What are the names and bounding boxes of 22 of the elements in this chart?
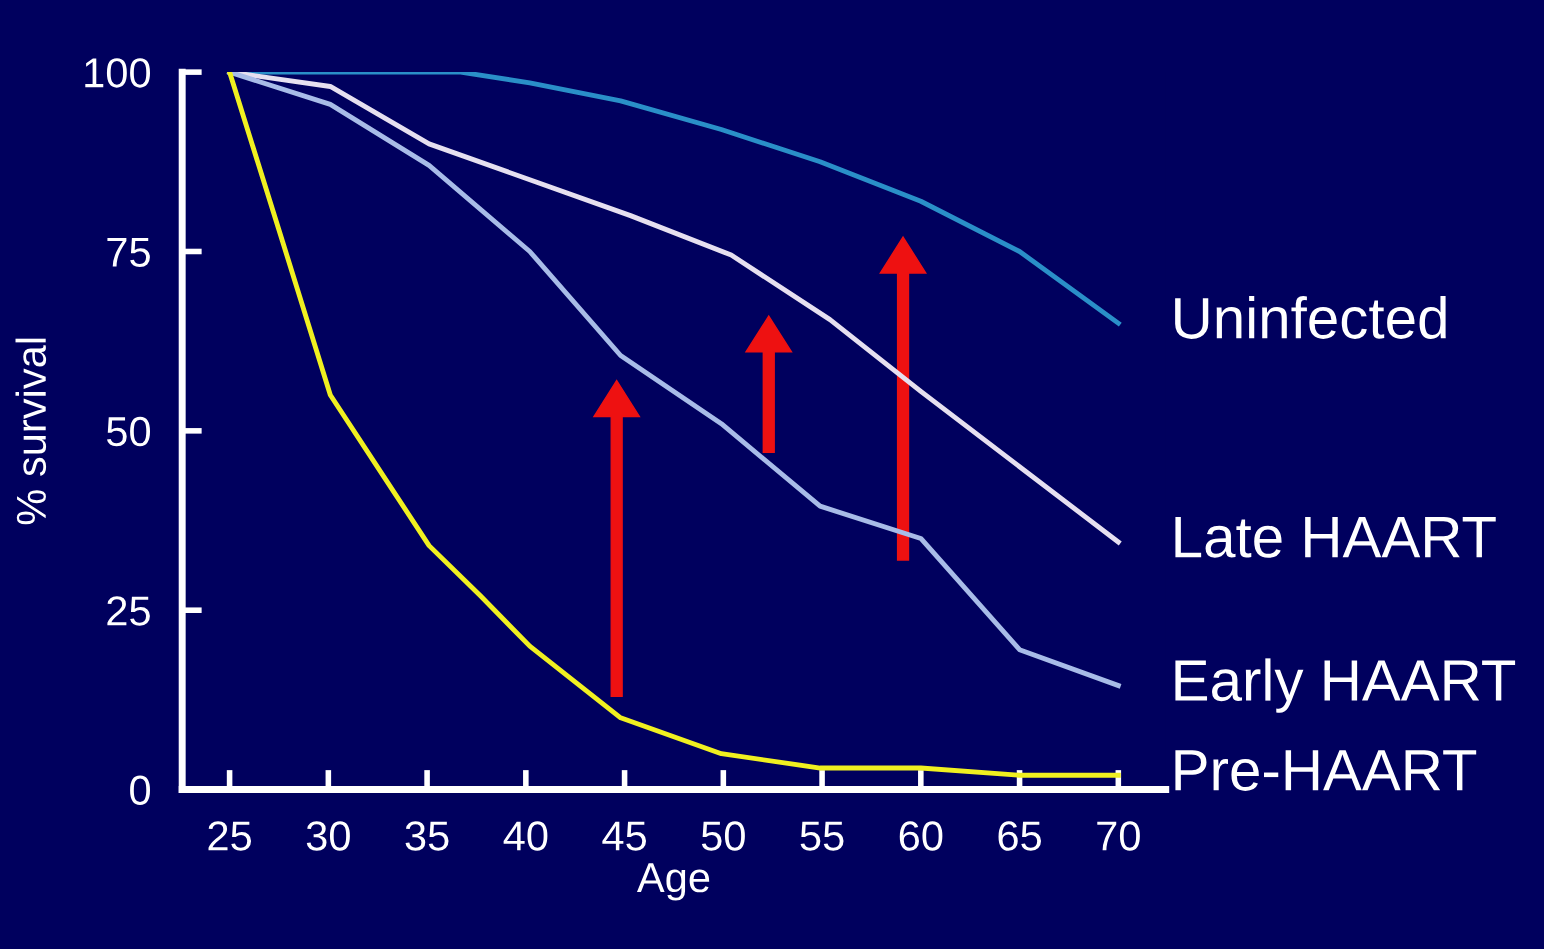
x-axis-title: Age (636, 863, 710, 901)
x-tick-label: 30 (306, 821, 350, 851)
y-axis-title: % survival (15, 338, 47, 525)
series-label: Late HAART (1175, 517, 1496, 558)
series-label: Uninfected (1175, 296, 1446, 339)
x-tick-label: 35 (405, 821, 449, 851)
y-tick-label: 0 (130, 775, 151, 806)
y-tick-label: 75 (107, 237, 150, 267)
y-tick-label: 50 (106, 416, 151, 447)
x-tick-label: 65 (998, 821, 1041, 851)
x-tick-label: 60 (899, 821, 943, 851)
y-tick-label: 25 (107, 596, 150, 626)
x-tick-label: 40 (503, 821, 548, 851)
series-label: Early HAART (1175, 658, 1516, 713)
x-tick-label: 45 (602, 821, 647, 851)
x-tick-label: 25 (208, 821, 252, 851)
y-tick-label: 100 (85, 58, 151, 88)
series-label: Pre-HAART (1175, 750, 1477, 791)
line-series (227, 72, 1121, 326)
x-tick-label: 70 (1097, 821, 1140, 851)
x-tick-label: 50 (701, 821, 745, 851)
x-tick-label: 55 (800, 821, 844, 851)
